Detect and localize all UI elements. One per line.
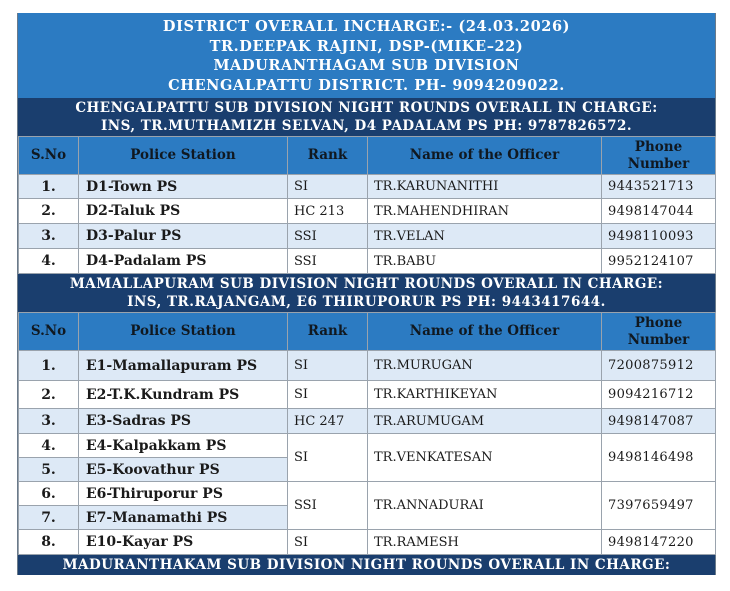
row-officer: TR.KARTHIKEYAN [367, 380, 602, 409]
row-phone: 9094216712 [601, 380, 716, 409]
row-phone: 9498147220 [601, 529, 716, 555]
row-station: E2-T.K.Kundram PS [78, 380, 288, 409]
row-sno: 8. [18, 529, 79, 555]
row-rank: SSI [287, 223, 368, 249]
row-officer: TR.ARUMUGAM [367, 408, 602, 434]
row-phone: 9952124107 [601, 248, 716, 274]
table-header-row: S.No Police Station Rank Name of the Off… [18, 312, 716, 351]
row-phone: 9443521713 [601, 174, 716, 199]
table-row: 2. D2-Taluk PS HC 213 TR.MAHENDHIRAN 949… [18, 198, 716, 224]
row-officer: TR.MURUGAN [367, 350, 602, 381]
row-station: E4-Kalpakkam PS [78, 433, 288, 458]
section-header-maduranthakam: MADURANTHAKAM SUB DIVISION NIGHT ROUNDS … [18, 555, 715, 575]
row-rank: SI [287, 529, 368, 555]
col-header-phone: Phone Number [601, 136, 716, 175]
table-header-row: S.No Police Station Rank Name of the Off… [18, 136, 716, 175]
table-row: 3. E3-Sadras PS HC 247 TR.ARUMUGAM 94981… [18, 408, 716, 434]
table-row: 5. E5-Koovathur PS [18, 457, 716, 482]
banner-title: DISTRICT OVERALL INCHARGE:- (24.03.2026) [162, 18, 571, 35]
row-rank: SI [287, 174, 368, 199]
row-station: E10-Kayar PS [78, 529, 288, 555]
section-title: CHENGALPATTU SUB DIVISION NIGHT ROUNDS O… [75, 100, 658, 116]
row-phone: 9498147044 [601, 198, 716, 224]
row-station: E5-Koovathur PS [78, 457, 288, 482]
col-header-officer: Name of the Officer [367, 312, 602, 351]
section-incharge: INS, TR.MUTHAMIZH SELVAN, D4 PADALAM PS … [100, 118, 633, 134]
table-row: 1. D1-Town PS SI TR.KARUNANITHI 94435217… [18, 174, 716, 199]
row-sno: 4. [18, 248, 79, 274]
section-title: MADURANTHAKAM SUB DIVISION NIGHT ROUNDS … [62, 557, 671, 573]
col-header-sno: S.No [18, 312, 79, 351]
row-rank: SSI [287, 248, 368, 274]
table-row: 4. D4-Padalam PS SSI TR.BABU 9952124107 [18, 248, 716, 274]
table-row: 3. D3-Palur PS SSI TR.VELAN 9498110093 [18, 223, 716, 249]
row-phone: 7200875912 [601, 350, 716, 381]
row-officer: TR.KARUNANITHI [367, 174, 602, 199]
row-station: D3-Palur PS [78, 223, 288, 249]
table-row: 2. E2-T.K.Kundram PS SI TR.KARTHIKEYAN 9… [18, 380, 716, 409]
row-officer: TR.VELAN [367, 223, 602, 249]
row-station: E3-Sadras PS [78, 408, 288, 434]
row-phone: 9498147087 [601, 408, 716, 434]
row-station: E1-Mamallapuram PS [78, 350, 288, 381]
row-rank: SI [287, 433, 368, 482]
col-header-phone: Phone Number [601, 312, 716, 351]
row-sno: 5. [18, 457, 79, 482]
section-header-mamallapuram: MAMALLAPURAM SUB DIVISION NIGHT ROUNDS O… [18, 274, 715, 312]
row-station: E7-Manamathi PS [78, 505, 288, 530]
row-rank: HC 213 [287, 198, 368, 224]
table-row: 1. E1-Mamallapuram PS SI TR.MURUGAN 7200… [18, 350, 716, 381]
row-rank: HC 247 [287, 408, 368, 434]
row-phone: 7397659497 [601, 481, 716, 530]
table-row: 7. E7-Manamathi PS [18, 505, 716, 530]
row-station: D1-Town PS [78, 174, 288, 199]
row-sno: 1. [18, 174, 79, 199]
table-row: 8. E10-Kayar PS SI TR.RAMESH 9498147220 [18, 529, 716, 555]
section-header-chengalpattu: CHENGALPATTU SUB DIVISION NIGHT ROUNDS O… [18, 98, 715, 136]
row-officer: TR.VENKATESAN [367, 433, 602, 482]
col-header-rank: Rank [287, 312, 368, 351]
row-officer: TR.BABU [367, 248, 602, 274]
col-header-station: Police Station [78, 136, 288, 175]
col-header-sno: S.No [18, 136, 79, 175]
row-station: D4-Padalam PS [78, 248, 288, 274]
row-sno: 4. [18, 433, 79, 458]
col-header-station: Police Station [78, 312, 288, 351]
table-row: 4. E4-Kalpakkam PS SI TR.VENKATESAN 9498… [18, 433, 716, 482]
row-sno: 3. [18, 223, 79, 249]
col-header-rank: Rank [287, 136, 368, 175]
row-officer: TR.MAHENDHIRAN [367, 198, 602, 224]
row-phone: 9498110093 [601, 223, 716, 249]
district-incharge-banner: DISTRICT OVERALL INCHARGE:- (24.03.2026)… [18, 13, 715, 98]
row-phone: 9498146498 [601, 433, 716, 482]
roster-table-chengalpattu: S.No Police Station Rank Name of the Off… [18, 136, 716, 274]
row-officer: TR.RAMESH [367, 529, 602, 555]
row-rank: SI [287, 350, 368, 381]
row-sno: 6. [18, 481, 79, 506]
row-officer: TR.ANNADURAI [367, 481, 602, 530]
row-rank: SSI [287, 481, 368, 530]
row-sno: 1. [18, 350, 79, 381]
roster-table-mamallapuram: S.No Police Station Rank Name of the Off… [18, 312, 716, 555]
row-sno: 2. [18, 380, 79, 409]
row-rank: SI [287, 380, 368, 409]
col-header-officer: Name of the Officer [367, 136, 602, 175]
row-station: D2-Taluk PS [78, 198, 288, 224]
banner-district-phone: CHENGALPATTU DISTRICT. PH- 9094209022. [168, 76, 565, 94]
row-sno: 2. [18, 198, 79, 224]
banner-subdivision: MADURANTHAGAM SUB DIVISION [213, 57, 520, 74]
row-sno: 7. [18, 505, 79, 530]
row-station: E6-Thiruporur PS [78, 481, 288, 506]
table-row: 6. E6-Thiruporur PS SSI TR.ANNADURAI 739… [18, 481, 716, 530]
duty-roster-sheet: DISTRICT OVERALL INCHARGE:- (24.03.2026)… [17, 13, 716, 575]
section-title: MAMALLAPURAM SUB DIVISION NIGHT ROUNDS O… [69, 276, 664, 292]
section-incharge: INS, TR.RAJANGAM, E6 THIRUPORUR PS PH: 9… [127, 294, 606, 310]
banner-officer: TR.DEEPAK RAJINI, DSP-(MIKE–22) [209, 37, 524, 55]
row-sno: 3. [18, 408, 79, 434]
